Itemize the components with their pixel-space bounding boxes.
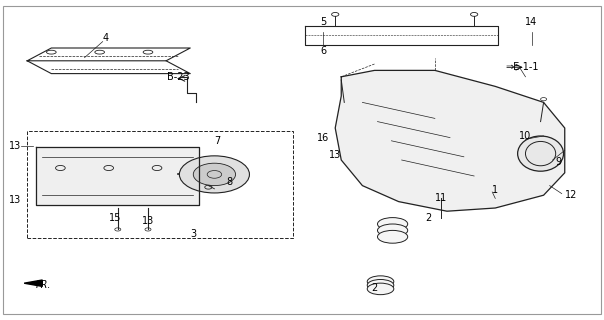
Text: 13: 13 (142, 216, 154, 226)
Text: 13: 13 (9, 140, 21, 151)
Text: ⇒E-1-1: ⇒E-1-1 (506, 62, 539, 72)
Polygon shape (36, 147, 199, 205)
Text: 14: 14 (525, 17, 538, 28)
Ellipse shape (367, 279, 394, 291)
Ellipse shape (179, 156, 249, 193)
Text: 9: 9 (556, 156, 562, 167)
Text: 7: 7 (214, 136, 220, 146)
Text: 15: 15 (109, 212, 121, 223)
Text: 13: 13 (9, 195, 21, 205)
Text: 12: 12 (565, 190, 577, 200)
Ellipse shape (378, 224, 408, 237)
Polygon shape (24, 280, 42, 286)
Text: 4: 4 (103, 33, 109, 44)
Ellipse shape (367, 276, 394, 287)
Text: 1: 1 (492, 185, 498, 196)
Text: 6: 6 (320, 46, 326, 56)
Ellipse shape (193, 163, 236, 186)
Text: 13: 13 (329, 150, 341, 160)
Bar (27, 131, 293, 238)
Ellipse shape (367, 283, 394, 295)
Text: 2: 2 (426, 212, 432, 223)
Text: 2: 2 (371, 283, 378, 293)
Polygon shape (335, 70, 565, 211)
Text: 5: 5 (320, 17, 326, 28)
Text: FR.: FR. (36, 280, 51, 290)
Text: 16: 16 (317, 132, 329, 143)
Text: 11: 11 (435, 193, 447, 204)
Text: 3: 3 (190, 228, 196, 239)
Ellipse shape (378, 230, 408, 243)
Ellipse shape (378, 218, 408, 230)
Ellipse shape (518, 136, 564, 171)
Text: 8: 8 (226, 177, 233, 188)
Text: B-23: B-23 (167, 72, 190, 82)
Text: 10: 10 (519, 131, 532, 141)
